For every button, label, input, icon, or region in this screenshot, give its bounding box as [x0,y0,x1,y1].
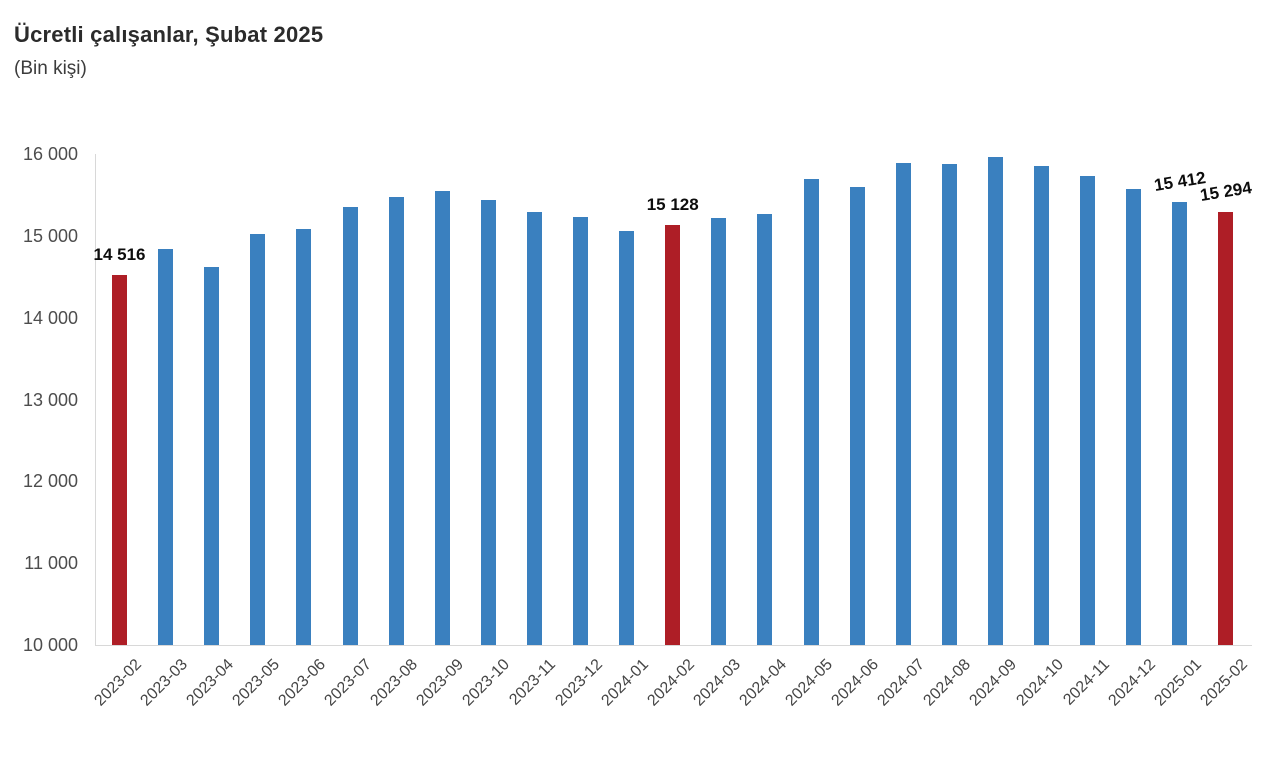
y-tick-14000: 14 000 [22,307,78,328]
bar-2024-12 [1126,189,1142,645]
bar-2023-12 [573,217,588,645]
bar-2024-11 [1080,176,1096,645]
y-axis-line [95,154,96,645]
bar-2025-02 [1218,211,1234,645]
chart-title: Ücretli çalışanlar, Şubat 2025 [14,22,324,47]
bar-2025-01 [1172,202,1188,645]
y-tick-11000: 11 000 [24,553,78,574]
bar-2024-01 [619,230,635,645]
bar-2023-10 [480,199,496,645]
bar-2023-03 [158,249,174,645]
bar-2024-07 [895,163,911,645]
bar-2023-09 [434,190,450,645]
bar-2024-10 [1034,166,1049,645]
bar-2023-06 [296,228,312,645]
y-tick-15000: 15 000 [22,225,78,246]
bar-2024-08 [941,163,957,645]
bar-2023-02 [112,275,127,645]
bar-2023-07 [342,207,358,645]
bar-2023-11 [526,212,542,645]
x-axis-baseline [95,645,1252,646]
bar-value-label-2023-02: 14 516 [93,245,146,265]
y-tick-12000: 12 000 [22,471,78,492]
bar-2023-04 [204,266,220,645]
bar-2024-03 [711,217,727,645]
chart-subtitle: (Bin kişi) [14,58,87,79]
bar-2024-06 [849,186,865,645]
bar-value-label-2024-02: 15 128 [646,195,699,215]
y-tick-13000: 13 000 [22,389,78,410]
bar-2023-05 [250,234,266,645]
bar-2024-05 [803,179,819,645]
bar-2023-08 [388,197,404,645]
bar-2024-09 [987,157,1003,645]
bar-2024-04 [757,214,773,645]
bar-2024-02 [665,225,681,645]
y-tick-16000: 16 000 [22,144,78,164]
y-tick-10000: 10 000 [22,635,78,655]
